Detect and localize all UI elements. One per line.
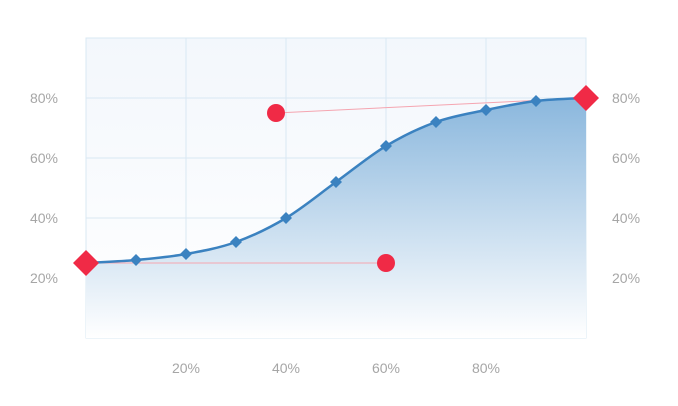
control-points[interactable] <box>73 85 599 276</box>
curve-point-marker <box>330 176 342 188</box>
curve-point-marker <box>530 95 542 107</box>
curve-point-marker <box>130 254 142 266</box>
curve-point-marker <box>430 116 442 128</box>
x-tick-label: 40% <box>272 360 300 376</box>
y-tick-label-left: 20% <box>30 270 58 286</box>
tick-labels: 20% 20% 40% 40% 60% 60% 80% 80% 20% 40% 60% 80% <box>30 90 640 376</box>
x-tick-label: 20% <box>172 360 200 376</box>
y-tick-label-right: 60% <box>612 150 640 166</box>
curve-point-marker <box>480 104 492 116</box>
curve-point-marker <box>380 140 392 152</box>
curve-point-marker <box>180 248 192 260</box>
curve-point-marker <box>230 236 242 248</box>
y-tick-label-right: 20% <box>612 270 640 286</box>
x-tick-label: 80% <box>472 360 500 376</box>
curve-point-marker <box>280 212 292 224</box>
endpoint-marker[interactable] <box>73 250 99 276</box>
x-tick-label: 60% <box>372 360 400 376</box>
y-tick-label-left: 60% <box>30 150 58 166</box>
y-tick-label-right: 80% <box>612 90 640 106</box>
curve-area-fill <box>86 98 586 338</box>
curve-markers <box>130 95 542 266</box>
y-tick-label-right: 40% <box>612 210 640 226</box>
control-handle-point[interactable] <box>267 104 285 122</box>
control-handle-point[interactable] <box>377 254 395 272</box>
y-tick-label-left: 80% <box>30 90 58 106</box>
endpoint-marker[interactable] <box>573 85 599 111</box>
y-tick-label-left: 40% <box>30 210 58 226</box>
